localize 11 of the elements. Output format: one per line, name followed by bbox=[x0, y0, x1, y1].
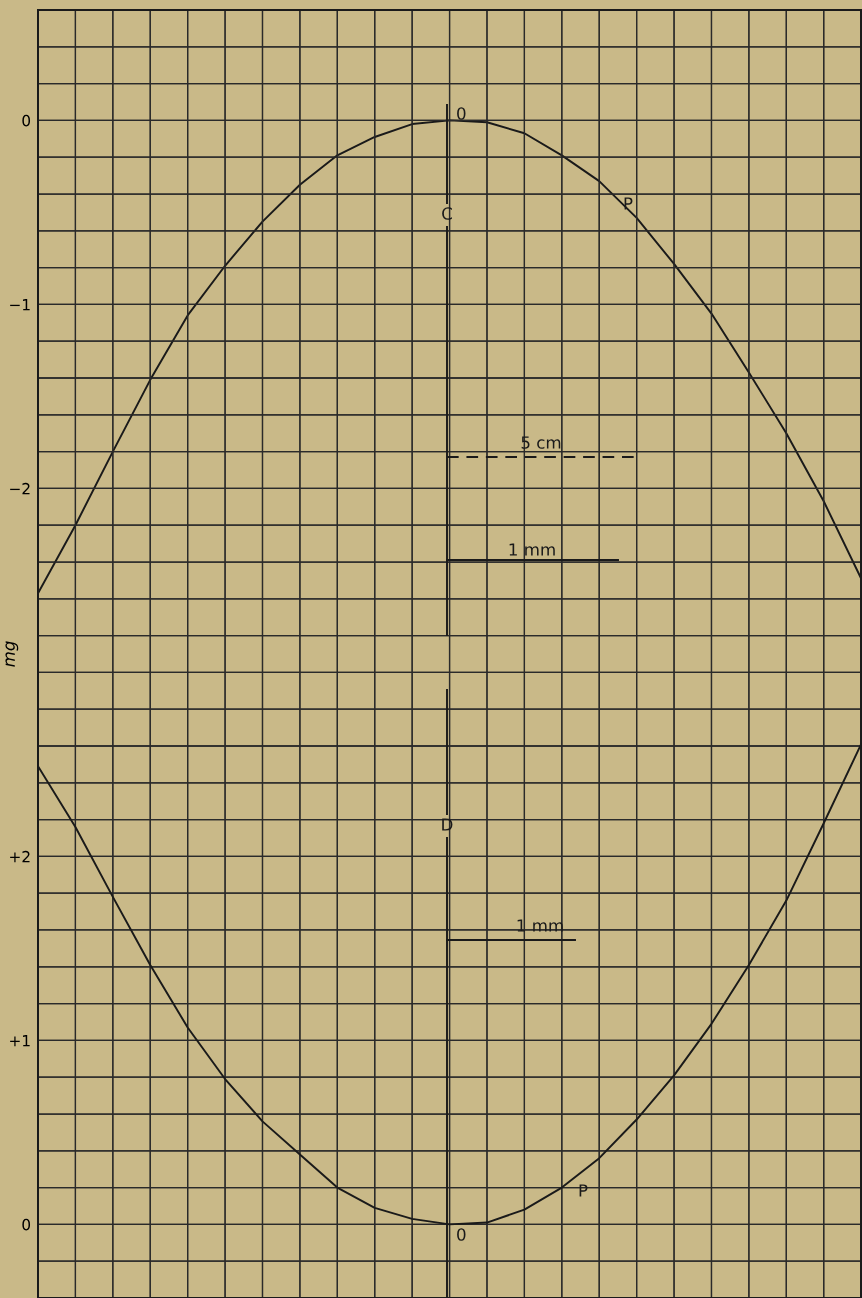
annotation: 1 mm bbox=[509, 543, 555, 556]
y-tick-label: +2 bbox=[10, 850, 30, 863]
y-tick-label: 0 bbox=[22, 1218, 31, 1231]
annotation: P bbox=[579, 1184, 588, 1197]
annotation: 0 bbox=[457, 1228, 466, 1241]
y-tick-label: 0 bbox=[22, 114, 31, 127]
y-tick-label: +1 bbox=[10, 1035, 30, 1047]
y-tick-label: −2 bbox=[10, 482, 30, 495]
annotation: 0 bbox=[457, 107, 466, 120]
y-axis-title: mg bbox=[5, 641, 19, 667]
y-tick-label: −1 bbox=[10, 299, 30, 311]
